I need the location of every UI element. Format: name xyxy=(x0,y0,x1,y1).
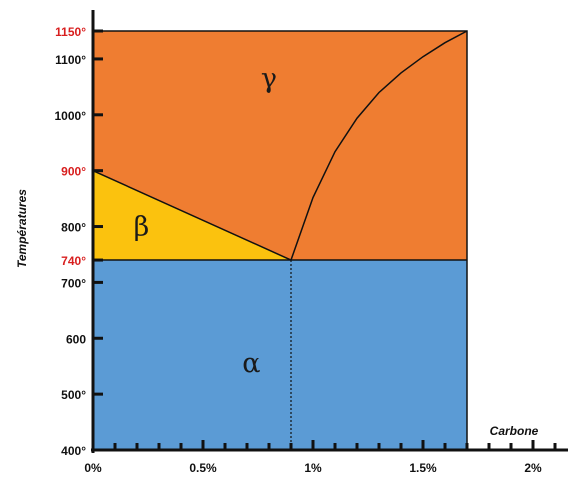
y-tick-label: 400° xyxy=(61,444,86,458)
tick-marks xyxy=(93,29,557,450)
phase-label: β xyxy=(134,211,150,242)
phase-label: α xyxy=(242,348,260,379)
x-axis-title: Carbone xyxy=(490,424,539,438)
y-tick-label: 1000° xyxy=(55,109,87,123)
x-tick-label: 2% xyxy=(524,461,542,475)
x-tick-label: 1% xyxy=(304,461,322,475)
phase-label: γ xyxy=(261,63,277,94)
y-tick-label: 700° xyxy=(61,276,86,290)
y-tick-label: 1150° xyxy=(55,25,86,39)
tick-labels: 400° 500° 600 700° 740° 800° 900° 1000° 1100° 115… xyxy=(55,25,543,475)
phase-regions xyxy=(93,31,467,450)
gamma-boundary-curve xyxy=(290,30,468,261)
y-tick-label: 500° xyxy=(61,388,86,402)
y-tick-label: 800° xyxy=(61,221,86,235)
x-tick-label: 1.5% xyxy=(409,461,437,475)
alpha-region xyxy=(93,260,467,450)
y-tick-label: 600 xyxy=(66,332,86,346)
x-tick-label: 0% xyxy=(84,461,102,475)
phase-labels: α β γ xyxy=(134,63,277,378)
y-tick-label: 900° xyxy=(61,165,86,179)
y-tick-label: 740° xyxy=(61,254,86,268)
beta-boundary-line xyxy=(92,169,292,261)
y-tick-label: 1100° xyxy=(55,53,86,67)
x-tick-label: 0.5% xyxy=(189,461,217,475)
y-axis-title: Températures xyxy=(15,189,29,268)
